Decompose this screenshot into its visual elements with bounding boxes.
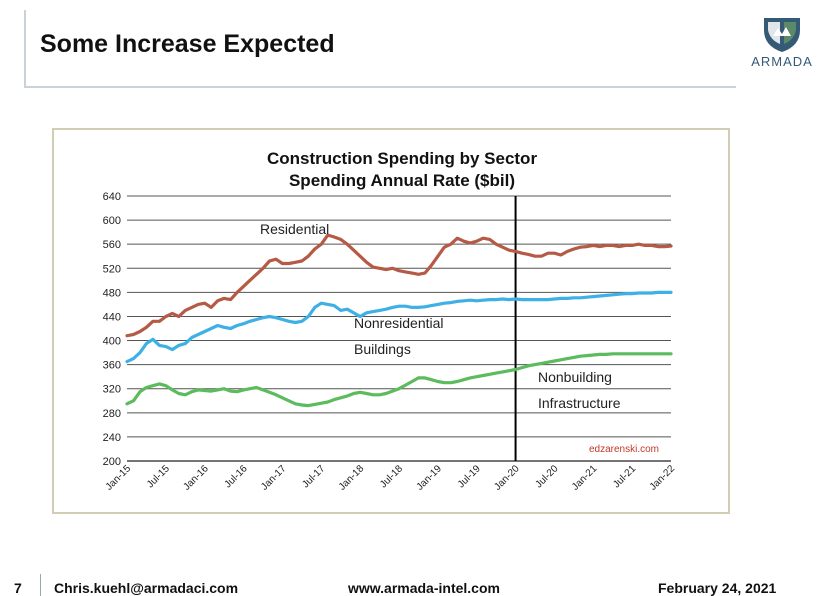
header-divider-vertical bbox=[24, 10, 26, 86]
shield-icon bbox=[764, 18, 800, 52]
x-tick-label: Jan-16 bbox=[181, 463, 211, 493]
y-tick-label: 600 bbox=[103, 215, 121, 227]
x-tick-label: Jan-18 bbox=[337, 463, 367, 493]
series-line bbox=[125, 290, 673, 364]
x-tick-label: Jan-17 bbox=[259, 463, 289, 493]
series-label: Infrastructure bbox=[538, 395, 621, 411]
y-tick-label: 200 bbox=[103, 456, 121, 468]
watermark-label: edzarenski.com bbox=[589, 444, 659, 455]
construction-spending-chart: Construction Spending by Sector Spending … bbox=[103, 149, 678, 493]
series-label: Nonresidential bbox=[354, 315, 444, 331]
armada-logo: ARMADA bbox=[742, 14, 822, 74]
series-line bbox=[125, 352, 673, 408]
y-tick-label: 520 bbox=[103, 263, 121, 275]
x-tick-label: Jul-17 bbox=[300, 463, 327, 490]
footer-date: February 24, 2021 bbox=[658, 580, 777, 596]
logo-text: ARMADA bbox=[751, 54, 813, 69]
y-tick-label: 480 bbox=[103, 287, 121, 299]
x-tick-label: Jul-19 bbox=[456, 463, 483, 490]
x-tick-label: Jul-15 bbox=[145, 463, 172, 490]
footer-divider bbox=[40, 574, 41, 596]
x-tick-label: Jan-21 bbox=[570, 463, 600, 493]
header-divider-horizontal bbox=[24, 86, 736, 88]
slide-title: Some Increase Expected bbox=[40, 30, 335, 58]
series-label: Residential bbox=[260, 221, 329, 237]
chart-subtitle: Spending Annual Rate ($bil) bbox=[289, 171, 515, 190]
y-tick-label: 240 bbox=[103, 432, 121, 444]
chart-title: Construction Spending by Sector bbox=[267, 149, 538, 168]
x-tick-label: Jan-22 bbox=[648, 463, 678, 493]
y-tick-label: 320 bbox=[103, 384, 121, 396]
series-line bbox=[125, 233, 673, 338]
footer-website[interactable]: www.armada-intel.com bbox=[348, 580, 500, 596]
y-tick-label: 360 bbox=[103, 360, 121, 372]
x-tick-label: Jul-16 bbox=[223, 463, 250, 490]
x-tick-label: Jan-19 bbox=[415, 463, 445, 493]
y-tick-label: 280 bbox=[103, 408, 121, 420]
y-tick-label: 640 bbox=[103, 191, 121, 203]
x-tick-label: Jul-21 bbox=[611, 463, 638, 490]
chart-frame: Construction Spending by Sector Spending … bbox=[52, 128, 730, 514]
y-tick-label: 400 bbox=[103, 336, 121, 348]
y-tick-label: 440 bbox=[103, 311, 121, 323]
series-label: Nonbuilding bbox=[538, 369, 612, 385]
series-label: Buildings bbox=[354, 341, 411, 357]
x-tick-label: Jul-20 bbox=[534, 463, 561, 490]
x-tick-label: Jan-20 bbox=[492, 463, 522, 493]
footer-email[interactable]: Chris.kuehl@armadaci.com bbox=[54, 580, 239, 596]
page-number: 7 bbox=[14, 580, 22, 596]
x-tick-label: Jul-18 bbox=[378, 463, 405, 490]
y-tick-label: 560 bbox=[103, 239, 121, 251]
